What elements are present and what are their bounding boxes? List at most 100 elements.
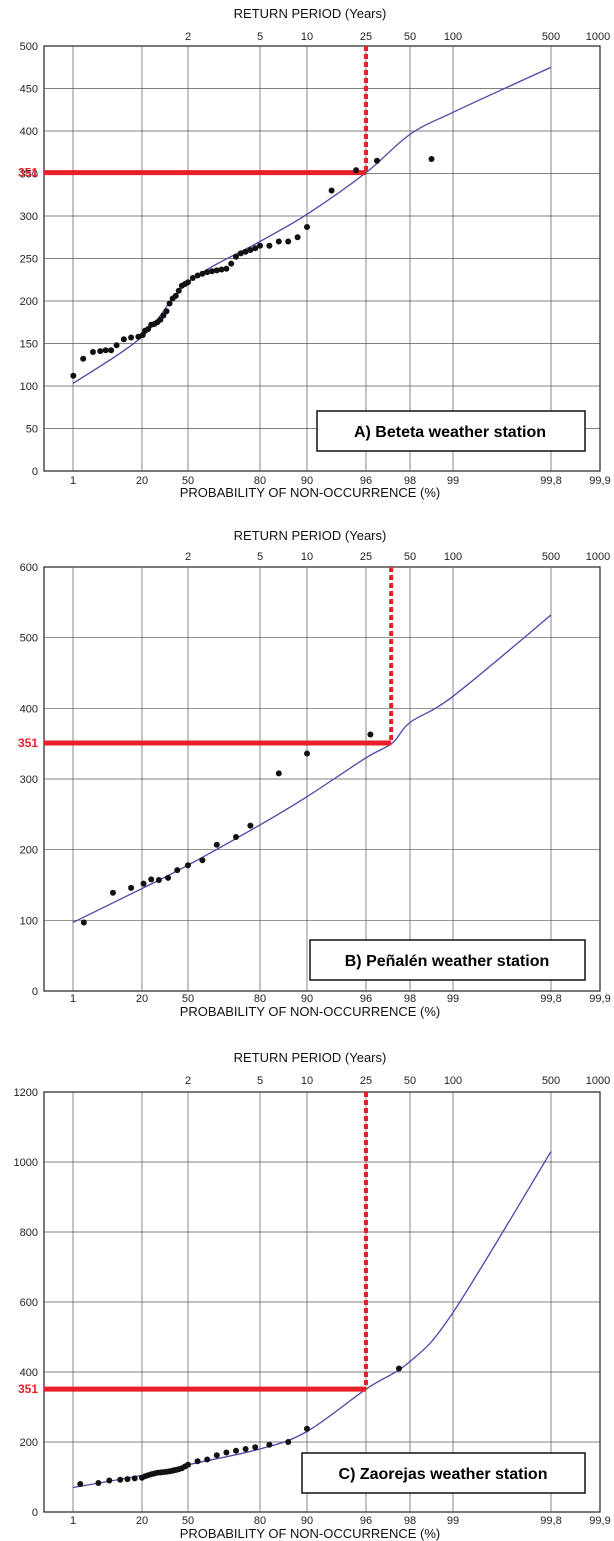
threshold-label: 351 bbox=[18, 736, 38, 750]
data-point bbox=[242, 1446, 249, 1452]
data-point bbox=[213, 841, 220, 848]
y-tick-label: 1000 bbox=[14, 1157, 38, 1169]
x2-tick-label: 25 bbox=[360, 1075, 372, 1087]
x-tick-label: 20 bbox=[136, 475, 148, 487]
data-point bbox=[275, 770, 282, 777]
data-point bbox=[374, 157, 380, 164]
x2-axis-title: RETURN PERIOD (Years) bbox=[234, 6, 387, 21]
y-tick-label: 150 bbox=[20, 339, 38, 351]
data-point bbox=[275, 238, 282, 245]
y-tick-label: 500 bbox=[20, 633, 38, 645]
x2-tick-label: 5 bbox=[257, 1075, 263, 1087]
x-tick-label: 50 bbox=[182, 1515, 194, 1527]
x2-tick-label: 100 bbox=[444, 551, 462, 563]
y-tick-label: 0 bbox=[32, 986, 38, 998]
x2-tick-label: 10 bbox=[301, 31, 313, 43]
data-point bbox=[233, 253, 239, 260]
x-axis-title: PROBABILITY OF NON-OCCURRENCE (%) bbox=[180, 1004, 441, 1019]
y-tick-label: 800 bbox=[20, 1227, 38, 1239]
x2-axis-title: RETURN PERIOD (Years) bbox=[234, 528, 387, 543]
data-point bbox=[247, 822, 254, 829]
threshold-label: 351 bbox=[18, 166, 38, 180]
y-tick-label: 0 bbox=[32, 1507, 38, 1519]
data-point bbox=[304, 1425, 310, 1432]
data-point bbox=[89, 349, 96, 355]
x-tick-label: 1 bbox=[70, 1515, 76, 1527]
data-point bbox=[70, 372, 77, 379]
data-point bbox=[233, 833, 239, 840]
data-point bbox=[328, 187, 335, 194]
station-title-box bbox=[301, 1452, 586, 1494]
data-point bbox=[194, 1458, 201, 1465]
y-tick-label: 300 bbox=[20, 774, 38, 786]
x-tick-label: 99,9 bbox=[589, 475, 610, 487]
x-tick-label: 80 bbox=[254, 993, 266, 1005]
data-point bbox=[97, 348, 104, 355]
data-point bbox=[128, 884, 135, 891]
x-tick-label: 50 bbox=[182, 475, 194, 487]
x2-tick-label: 2 bbox=[185, 1075, 191, 1087]
data-point bbox=[213, 1452, 220, 1459]
data-point bbox=[228, 260, 235, 267]
x-tick-label: 98 bbox=[404, 993, 416, 1005]
data-point bbox=[109, 889, 116, 896]
data-point bbox=[140, 880, 147, 887]
data-point bbox=[304, 750, 310, 757]
x-tick-label: 1 bbox=[70, 475, 76, 487]
x-tick-label: 1 bbox=[70, 993, 76, 1005]
y-tick-label: 200 bbox=[20, 845, 38, 857]
station-title-box bbox=[316, 410, 586, 452]
x-tick-label: 98 bbox=[404, 475, 416, 487]
station-title: A) Beteta weather station bbox=[354, 424, 546, 441]
x-tick-label: 20 bbox=[136, 1515, 148, 1527]
data-point bbox=[117, 1476, 124, 1483]
x2-tick-label: 5 bbox=[257, 551, 263, 563]
y-tick-label: 500 bbox=[20, 41, 38, 53]
data-point bbox=[160, 312, 167, 319]
y-tick-label: 600 bbox=[20, 1297, 38, 1309]
data-point bbox=[266, 1441, 273, 1448]
x2-tick-label: 50 bbox=[404, 551, 416, 563]
y-tick-label: 450 bbox=[20, 84, 38, 96]
data-point bbox=[185, 862, 191, 869]
data-point bbox=[185, 1461, 191, 1468]
data-point bbox=[80, 355, 87, 362]
x2-tick-label: 50 bbox=[404, 1075, 416, 1087]
x-tick-label: 90 bbox=[301, 1515, 313, 1527]
data-point bbox=[113, 342, 120, 349]
x-tick-label: 90 bbox=[301, 993, 313, 1005]
y-tick-label: 600 bbox=[20, 562, 38, 574]
x-tick-label: 90 bbox=[301, 475, 313, 487]
x-tick-label: 99,9 bbox=[589, 1515, 610, 1527]
station-title-box bbox=[309, 939, 586, 981]
data-point bbox=[252, 1444, 259, 1451]
data-point bbox=[213, 267, 220, 274]
data-point bbox=[396, 1365, 402, 1372]
data-point bbox=[223, 1449, 230, 1456]
data-point bbox=[163, 308, 170, 315]
data-point bbox=[209, 268, 215, 275]
data-point bbox=[304, 224, 310, 231]
y-tick-label: 100 bbox=[20, 381, 38, 393]
x-tick-label: 96 bbox=[360, 475, 372, 487]
x2-tick-label: 10 bbox=[301, 1075, 313, 1087]
x2-tick-label: 1000 bbox=[586, 1075, 610, 1087]
data-point bbox=[294, 234, 301, 241]
y-tick-label: 1200 bbox=[14, 1087, 38, 1099]
x2-tick-label: 25 bbox=[360, 551, 372, 563]
data-point bbox=[165, 874, 172, 881]
data-point bbox=[148, 876, 155, 883]
x2-tick-label: 2 bbox=[185, 551, 191, 563]
data-point bbox=[102, 347, 109, 354]
y-tick-label: 400 bbox=[20, 703, 38, 715]
x2-tick-label: 500 bbox=[542, 31, 560, 43]
data-point bbox=[95, 1479, 102, 1486]
data-point bbox=[233, 1447, 239, 1454]
data-point bbox=[128, 334, 135, 341]
station-title: C) Zaorejas weather station bbox=[339, 1466, 548, 1483]
x2-tick-label: 5 bbox=[257, 31, 263, 43]
x2-tick-label: 500 bbox=[542, 551, 560, 563]
data-point bbox=[80, 919, 87, 926]
